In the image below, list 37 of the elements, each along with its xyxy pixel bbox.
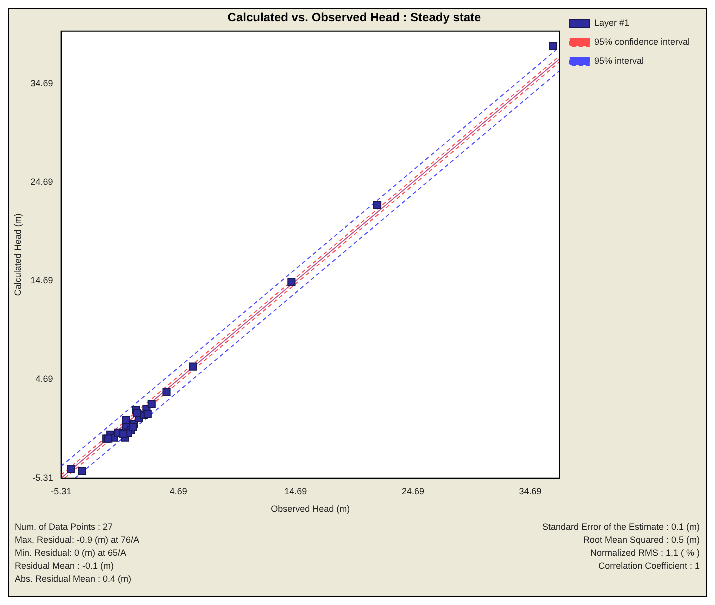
x-axis-title: Observed Head (m)	[271, 504, 350, 514]
point	[78, 467, 86, 476]
legend-label: 95% confidence interval	[594, 36, 690, 47]
text: Num. of Data Points : 27	[15, 521, 114, 534]
text: Min. Residual: 0 (m) at 65/A	[15, 547, 128, 560]
text: Correlation Coefficient : 1	[598, 560, 700, 573]
x-tick-label: 4.69	[170, 486, 188, 496]
point	[162, 388, 171, 397]
point	[189, 362, 198, 371]
y-tick-label: 4.69	[36, 374, 54, 384]
point	[67, 465, 76, 474]
point	[374, 200, 382, 210]
point	[144, 410, 152, 418]
y-tick-label: -5.31	[32, 472, 54, 483]
y-axis-title: Calculated Head (m)	[12, 214, 23, 296]
text: Normalized RMS : 1.1 ( % )	[589, 547, 700, 560]
x-tick-label: -5.31	[51, 486, 72, 496]
legend-label: 95% interval	[594, 56, 644, 66]
point	[288, 278, 296, 286]
legend-label: Layer #1	[594, 18, 630, 28]
point	[120, 430, 128, 438]
point	[129, 422, 138, 432]
x-tick-label: 34.69	[519, 486, 542, 496]
y-tick-label: 24.69	[30, 176, 54, 187]
point	[133, 409, 142, 418]
text: Standard Error of the Estimate : 0.1 (m)	[542, 521, 700, 534]
text: Residual Mean : -0.1 (m)	[15, 560, 116, 573]
text: Root Mean Squared : 0.5 (m)	[582, 534, 700, 547]
x-tick-label: 14.69	[284, 486, 308, 496]
y-tick-label: 34.69	[30, 78, 54, 88]
point	[549, 42, 558, 50]
y-tick-label: 14.69	[30, 276, 54, 286]
text: Abs. Residual Mean : 0.4 (m)	[15, 573, 133, 586]
text: Max. Residual: -0.9 (m) at 76/A	[15, 534, 140, 547]
point	[148, 400, 156, 408]
chart-title: Calculated vs. Observed Head : Steady state	[228, 10, 482, 25]
x-tick-label: 24.69	[402, 486, 424, 496]
